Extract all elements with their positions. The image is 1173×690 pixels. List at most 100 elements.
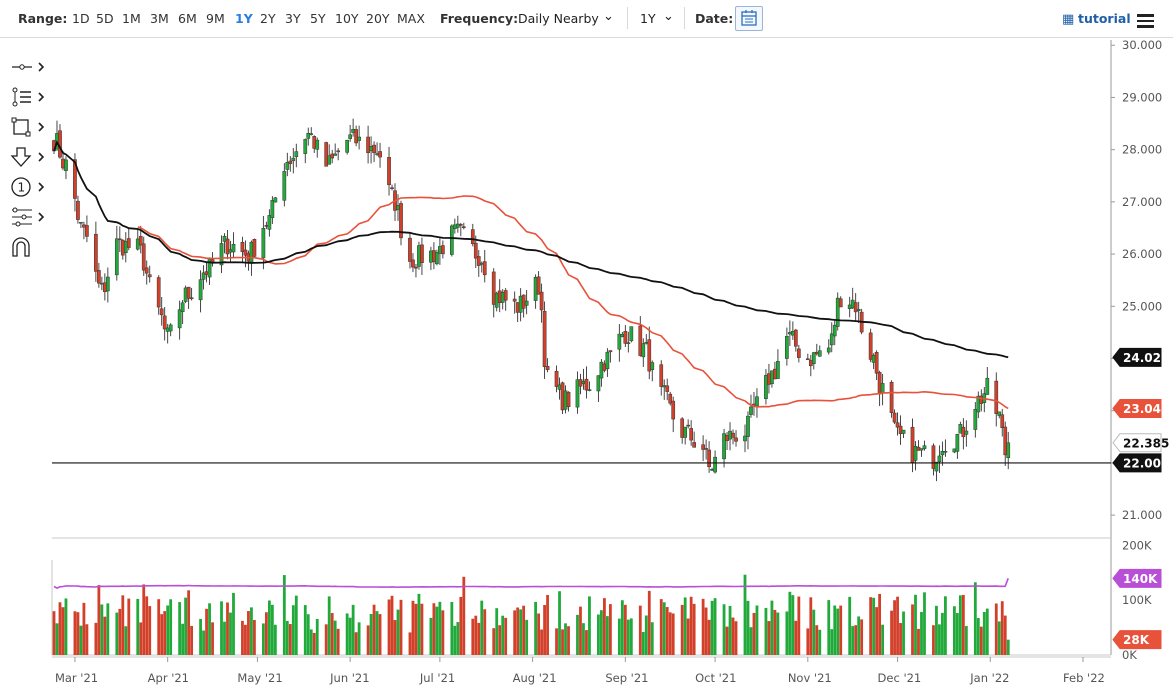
candle-up [494,292,499,308]
trend-tool-icon[interactable] [10,85,48,109]
candle-down [189,297,194,300]
frequency-chevron-down-icon[interactable]: ⌄ [603,9,614,24]
volume-bar-up [261,623,265,655]
candle-up [333,153,338,156]
volume-bar-down [121,595,125,655]
candle-down [889,381,894,413]
volume-bar-down [432,603,436,655]
range-3m[interactable]: 3M [150,11,169,26]
frequency-select[interactable]: Daily Nearby [518,11,599,26]
volume-bar-up [964,626,968,655]
range-2y[interactable]: 2Y [260,11,276,26]
range-1d[interactable]: 1D [72,11,90,26]
range-5d[interactable]: 5D [96,11,114,26]
crosshair-tool-icon[interactable] [10,55,48,79]
range-1y[interactable]: 1Y [235,11,253,26]
candle-up [749,406,753,415]
volume-bar-down [73,611,77,655]
candle-down [680,418,685,438]
arrow-tool-icon[interactable] [10,145,48,169]
period-select[interactable]: 1Y [640,11,656,26]
fibonacci-tool-icon[interactable] [10,205,48,229]
annotation-tool-icon[interactable]: 1 [10,175,48,199]
candle-down [584,378,589,391]
price-tag-label: 23.043 [1123,402,1169,416]
candle-down [767,373,771,385]
price-tag-label: 140K [1123,572,1158,586]
volume-bar-down [815,625,819,655]
candle-up [746,415,750,437]
volume-bar-down [247,611,250,655]
candle-down [701,444,705,450]
volume-bar-up [495,608,499,655]
price-tag-background [1112,630,1162,650]
price-tag-label: 22.000 [1123,456,1169,470]
candle-down [252,239,257,257]
candle-down [638,325,643,356]
candle-down [578,379,583,387]
candle-up [710,469,714,471]
range-max[interactable]: MAX [397,11,425,26]
volume-bar-up [851,626,855,655]
candle-up [955,434,960,452]
volume-bar-down [537,613,540,655]
volume-bar-up [501,615,505,655]
volume-bar-up [229,612,232,655]
volume-bar-down [378,614,382,655]
price-axis-tick-label: 27.000 [1122,195,1162,209]
hamburger-menu-icon[interactable] [1137,14,1154,31]
candle-down [159,308,164,316]
candle-up [835,297,840,327]
volume-bar-up [941,612,944,655]
volume-bar-up [935,605,938,655]
range-3y[interactable]: 3Y [285,11,301,26]
price-tag-background [1112,453,1162,473]
candle-up [728,430,732,440]
candle-up [919,448,924,451]
candle-down [366,136,370,154]
volume-bar-down [659,599,663,655]
candle-up [922,445,927,449]
volume-bar-up [178,602,182,655]
film-icon[interactable]: ▦ [1062,12,1075,27]
shape-tool-icon[interactable] [10,115,48,139]
volume-bar-up [662,602,666,655]
range-9m[interactable]: 9M [206,11,225,26]
volume-bar-down [504,617,508,655]
volume-bar-down [97,585,101,655]
volume-bar-up [582,623,585,655]
volume-bar-up [650,622,654,655]
candle-up [533,277,538,301]
period-chevron-down-icon[interactable]: ⌄ [663,9,674,24]
candle-up [207,257,212,278]
volume-bar-up [306,614,310,655]
range-5y[interactable]: 5Y [310,11,326,26]
candle-up [267,215,272,230]
volume-bar-up [453,625,457,655]
price-tag-ma200: 24.022 [1112,347,1169,367]
candle-down [243,249,248,256]
tutorial-link[interactable]: tutorial [1078,11,1131,26]
toolbar-divider [627,7,628,29]
magnet-tool-icon[interactable] [10,235,48,259]
range-20y[interactable]: 20Y [366,11,390,26]
range-10y[interactable]: 10Y [335,11,359,26]
volume-bar-down [686,618,690,655]
candle-up [479,262,484,265]
volume-bar-up [79,625,83,655]
volume-bar-up [743,574,747,655]
volume-bar-up [812,609,816,655]
time-axis-tick-label: Jan '22 [969,671,1009,685]
volume-bar-up [564,623,567,655]
candle-up [575,379,580,408]
price-axis-tick-label: 25.000 [1122,299,1162,313]
price-axis-tick-label: 21.000 [1122,508,1162,522]
calendar-button[interactable] [735,6,763,31]
range-6m[interactable]: 6M [178,11,197,26]
range-1m[interactable]: 1M [122,11,141,26]
candle-up [114,238,119,276]
candle-up [713,456,717,473]
candle-down [868,332,873,360]
candle-up [435,252,439,265]
